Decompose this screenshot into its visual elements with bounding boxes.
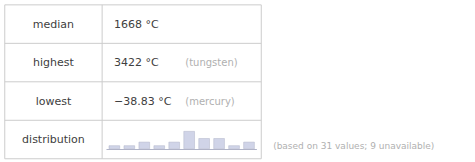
svg-text:lowest: lowest — [36, 95, 72, 108]
svg-text:−38.83 °C: −38.83 °C — [114, 95, 172, 108]
svg-text:median: median — [33, 18, 74, 31]
svg-text:(mercury): (mercury) — [185, 96, 235, 107]
svg-text:3422 °C: 3422 °C — [114, 56, 159, 69]
svg-text:distribution: distribution — [22, 133, 85, 146]
svg-text:(tungsten): (tungsten) — [185, 57, 237, 68]
svg-text:1668 °C: 1668 °C — [114, 18, 159, 31]
svg-text:highest: highest — [33, 56, 74, 69]
svg-text:(based on 31 values; 9 unavail: (based on 31 values; 9 unavailable) — [273, 141, 434, 151]
